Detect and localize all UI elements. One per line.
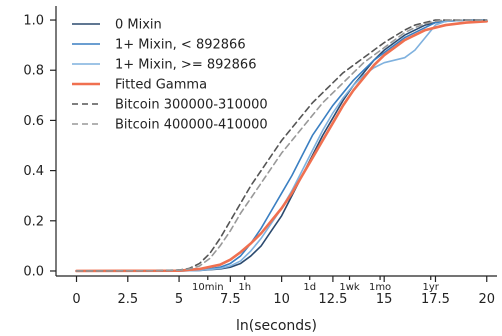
y-ticks: 0.0 0.2 0.4 0.6 0.8 1.0 [23, 14, 56, 279]
legend-label-2: 1+ Mixin, >= 892866 [115, 58, 256, 73]
x-tick-label: 17.5 [421, 292, 450, 307]
series-line-0 [75, 19, 488, 272]
y-tick-label: 0.0 [23, 264, 44, 279]
legend-label-5: Bitcoin 400000-410000 [115, 118, 268, 133]
time-marker-label: 1h [238, 282, 251, 293]
time-markers: 10min 1h 1d 1wk 1mo 1yr [192, 276, 440, 293]
x-tick-label: 0 [72, 292, 80, 307]
x-tick-label: 12.5 [318, 292, 347, 307]
y-tick-label: 1.0 [23, 14, 44, 29]
x-tick-label: 10 [273, 292, 290, 307]
time-marker-label: 1yr [423, 282, 440, 293]
legend: 0 Mixin 1+ Mixin, < 892866 1+ Mixin, >= 89… [72, 18, 268, 133]
y-tick-label: 0.8 [23, 64, 44, 79]
axes: 0 2.5 5 7.5 10 12.5 15 17.5 20 0.0 0.2 0.4 0.6 0.8 1.… [23, 6, 497, 334]
time-marker-label: 1mo [369, 282, 391, 293]
x-tick-label: 7.5 [220, 292, 241, 307]
x-axis-title: ln(seconds) [236, 318, 317, 334]
legend-label-4: Bitcoin 300000-310000 [115, 98, 268, 113]
x-tick-label: 15 [376, 292, 393, 307]
x-tick-label: 2.5 [117, 292, 138, 307]
series-line-1 [75, 19, 488, 272]
time-marker-label: 10min [192, 282, 224, 293]
series-line-3 [75, 19, 489, 273]
time-marker-label: 1d [303, 282, 316, 293]
time-marker-label: 1wk [339, 282, 360, 293]
series-line-4 [75, 19, 488, 272]
y-tick-label: 0.6 [23, 114, 44, 129]
x-tick-label: 5 [175, 292, 183, 307]
legend-label-1: 1+ Mixin, < 892866 [115, 38, 246, 53]
series-line-5 [75, 19, 488, 272]
legend-label-0: 0 Mixin [115, 18, 162, 33]
plot-area [75, 19, 489, 273]
x-ticks: 0 2.5 5 7.5 10 12.5 15 17.5 20 [72, 276, 495, 307]
series-layer [75, 19, 489, 273]
y-tick-label: 0.4 [23, 164, 44, 179]
y-tick-label: 0.2 [23, 214, 44, 229]
x-tick-label: 20 [478, 292, 495, 307]
series-line-2 [75, 19, 488, 272]
legend-label-3: Fitted Gamma [115, 78, 207, 93]
